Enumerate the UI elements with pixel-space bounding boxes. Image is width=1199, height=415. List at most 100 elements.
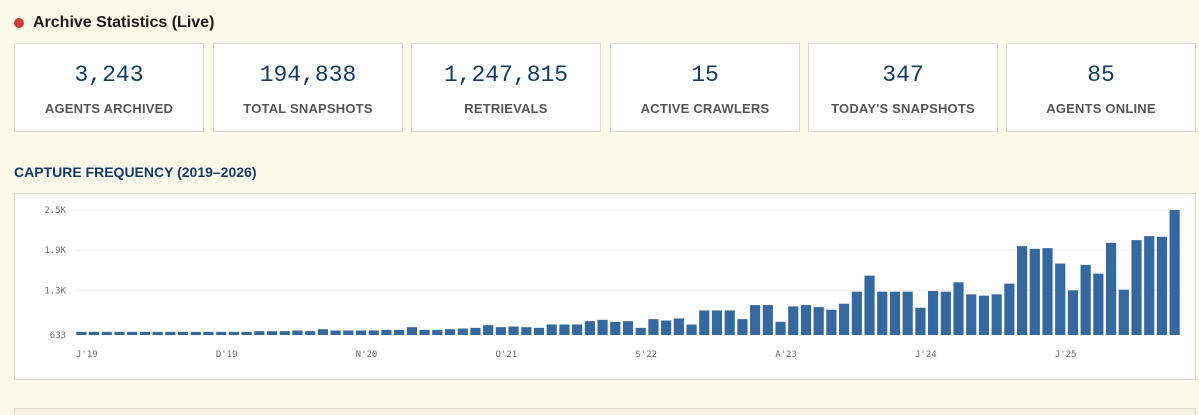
stat-label: AGENTS ARCHIVED [44,101,174,116]
next-panel-edge [14,408,1196,415]
chart-bar [101,331,112,335]
chart-bar [470,327,481,335]
chart-section-title: CAPTURE FREQUENCY (2019–2026) [14,164,257,180]
stat-value: 85 [1087,62,1115,88]
stat-card-todays-snapshots: 347 TODAY'S SNAPSHOTS [808,43,998,132]
chart-bar [750,305,761,335]
chart-bar [1042,248,1053,335]
chart-bar [216,331,227,335]
chart-bar [546,324,557,335]
live-status-dot-icon [14,18,24,28]
chart-bar [165,331,176,335]
chart-bar [533,327,545,335]
page-title: Archive Statistics (Live) [33,14,215,31]
chart-bar [495,327,506,335]
chart-bar [343,330,354,335]
x-tick-label: J'24 [915,350,937,360]
chart-bar [839,303,850,335]
chart-bar [444,329,456,335]
stats-row: 3,243 AGENTS ARCHIVED 194,838 TOTAL SNAP… [14,43,1196,132]
stat-value: 15 [691,62,719,88]
chart-bar [622,321,634,335]
x-tick-label: J'19 [76,350,98,360]
stat-value: 1,247,815 [443,62,569,88]
y-tick-label: 1.3K [44,286,66,296]
stat-label: ACTIVE CRAWLERS [640,101,770,116]
chart-bar [915,307,926,335]
chart-bar [597,319,608,335]
x-tick-label: J'25 [1055,350,1077,360]
chart-bar [279,331,290,335]
chart-bar [88,331,100,335]
chart-bar [584,321,595,335]
x-tick-label: A'23 [775,350,797,360]
stats-header: Archive Statistics (Live) [14,13,214,33]
stat-label: RETRIEVALS [464,101,548,116]
x-tick-label: S'22 [635,350,657,360]
stat-value: 194,838 [259,62,357,88]
chart-bar [1131,240,1142,335]
chart-bar [788,306,799,335]
chart-bar [572,324,583,335]
chart-bar [762,305,773,335]
stat-card-total-snapshots: 194,838 TOTAL SNAPSHOTS [213,43,403,132]
y-tick-label: 2.5K [44,206,66,216]
stat-card-active-crawlers: 15 ACTIVE CRAWLERS [610,43,800,132]
chart-bar [1093,273,1104,335]
chart-bar [355,330,367,335]
chart-bar [724,310,735,335]
chart-bar [406,327,417,335]
x-tick-label: O'21 [496,350,518,360]
chart-bar [1080,264,1091,335]
chart-bar [1067,290,1079,335]
chart-bar [711,310,723,335]
stat-card-agents-online: 85 AGENTS ONLINE [1006,43,1196,132]
chart-bar [241,331,252,335]
chart-bar [1106,242,1117,335]
stat-card-retrievals: 1,247,815 RETRIEVALS [411,43,601,132]
chart-bar [889,291,901,335]
chart-bar [648,319,659,335]
chart-bar [1169,210,1180,335]
stat-value: 347 [882,62,924,88]
chart-bar [190,331,201,335]
chart-bar [940,291,951,335]
chart-bar [266,331,278,335]
chart-bar [953,282,964,335]
chart-bar [419,329,430,335]
chart-bar [635,327,646,335]
chart-bar [394,329,405,335]
y-tick-label: 1.9K [44,246,66,256]
chart-bar [775,321,786,335]
chart-bar [457,328,468,335]
chart-bar [661,320,672,335]
chart-bar [686,324,697,335]
x-tick-label: D'19 [216,350,238,360]
chart-bar [864,275,875,335]
stat-label: TODAY'S SNAPSHOTS [831,101,975,116]
chart-bar [851,291,862,335]
chart-bar [521,327,532,335]
chart-bar [368,330,379,335]
chart-bar [559,324,570,335]
chart-bar [432,329,443,335]
chart-bar [966,294,977,335]
chart-bar [152,331,163,335]
chart-bar [127,331,138,335]
chart-bar [1144,236,1155,335]
chart-bar [978,295,990,335]
stat-label: AGENTS ONLINE [1046,101,1156,116]
chart-bar [902,291,913,335]
chart-bar [76,331,87,335]
stat-label: TOTAL SNAPSHOTS [243,101,373,116]
chart-bar [1017,246,1028,335]
chart-bar [203,331,214,335]
chart-bar [699,310,710,335]
chart-bar [813,307,824,335]
stat-card-agents-archived: 3,243 AGENTS ARCHIVED [14,43,204,132]
chart-bar [254,331,265,335]
chart-bar [1118,289,1129,335]
chart-svg: 633 1.3K 1.9K 2.5K J'19 D'19 N'20 O'21 S'22 A'23 J… [44,206,1181,360]
chart-bar [826,309,837,335]
chart-bar [139,331,150,335]
